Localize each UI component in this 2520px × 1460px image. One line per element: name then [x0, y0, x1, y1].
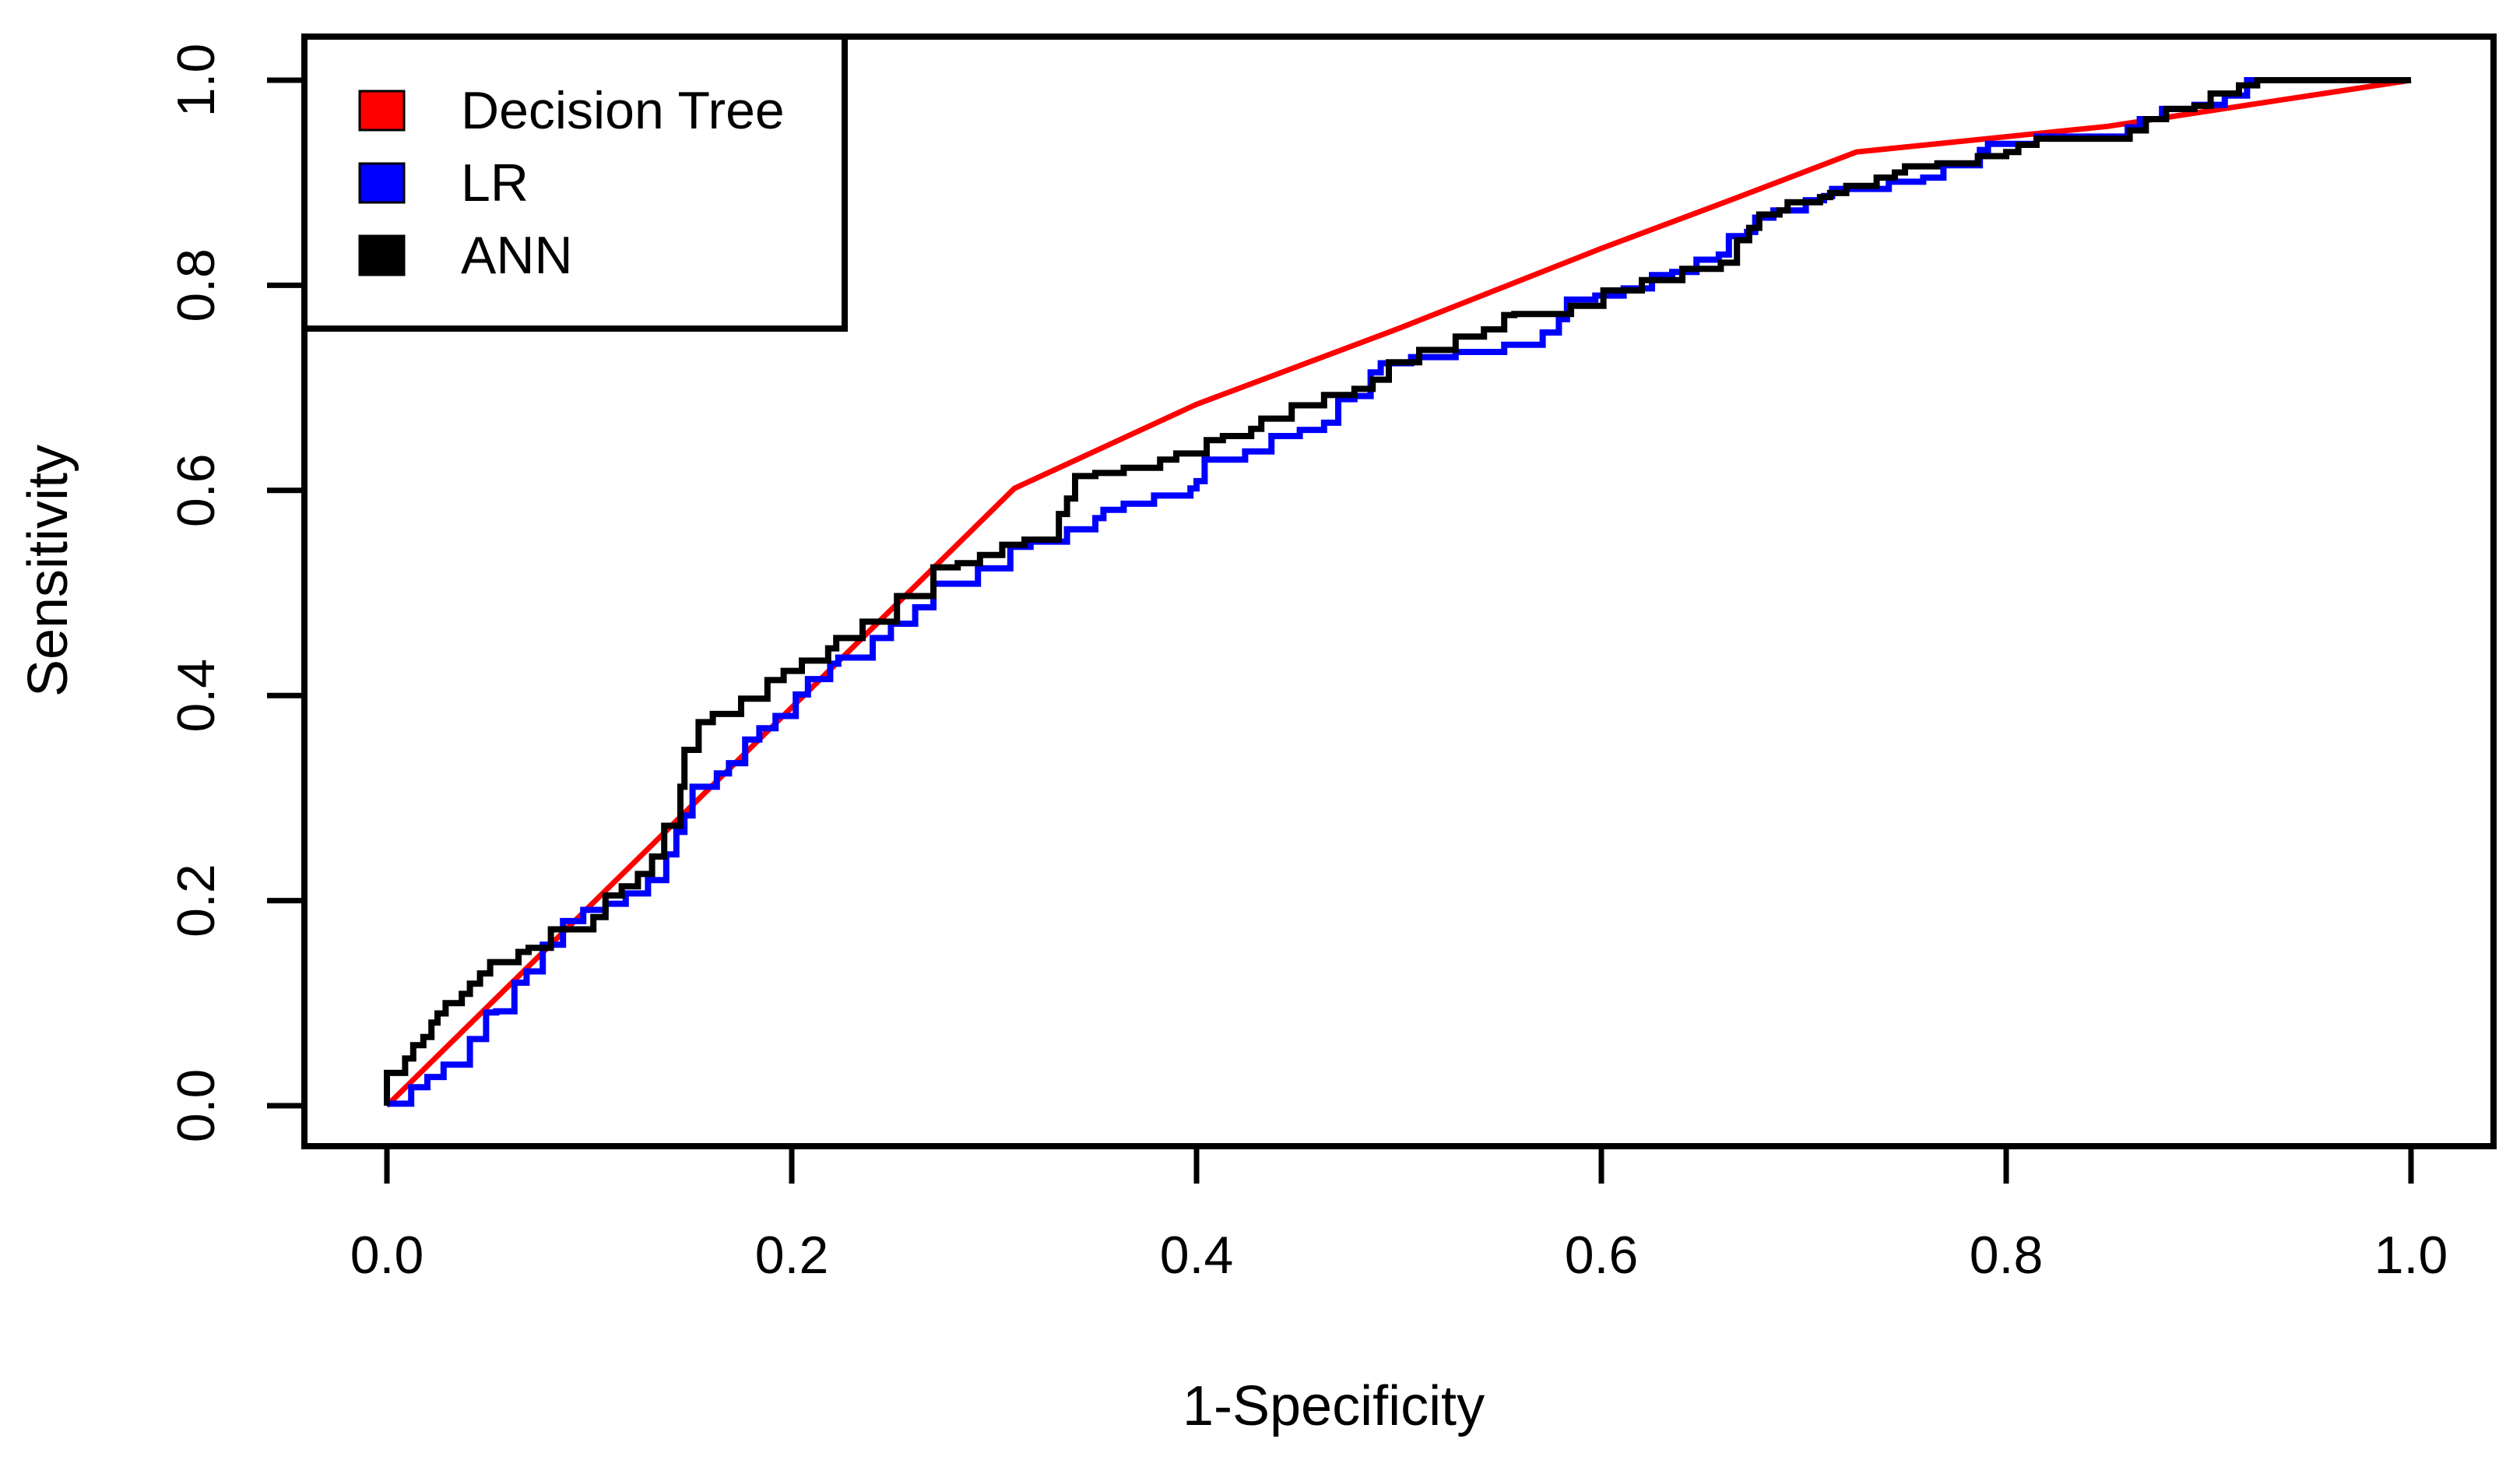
y-tick-label: 0.4 — [167, 659, 226, 733]
legend-swatch-lr — [358, 162, 406, 204]
legend-label-ann: ANN — [461, 226, 573, 285]
y-tick-label: 0.6 — [167, 454, 226, 528]
y-tick-label: 0.0 — [167, 1069, 226, 1143]
x-tick-label: 0.0 — [350, 1226, 424, 1285]
x-tick-label: 0.8 — [1970, 1226, 2044, 1285]
y-tick-label: 0.8 — [167, 248, 226, 322]
legend-swatch-decision-tree — [358, 90, 406, 132]
x-tick-label: 0.4 — [1160, 1226, 1234, 1285]
x-tick-label: 0.6 — [1565, 1226, 1639, 1285]
x-axis-title: 1-Specificity — [1182, 1375, 1485, 1437]
x-tick-label: 0.2 — [755, 1226, 829, 1285]
y-tick-label: 1.0 — [167, 44, 226, 118]
legend-label-lr: LR — [461, 153, 529, 213]
plot-border — [301, 33, 2497, 1149]
x-tick-label: 1.0 — [2374, 1226, 2448, 1285]
ann-curve — [384, 77, 2411, 1106]
legend-label-decision-tree: Decision Tree — [461, 81, 785, 140]
decision-tree-curve — [385, 77, 2412, 1108]
legend-swatch-ann — [358, 234, 406, 276]
y-axis-title: Sensitivity — [17, 444, 79, 698]
y-tick-label: 0.2 — [167, 864, 226, 938]
